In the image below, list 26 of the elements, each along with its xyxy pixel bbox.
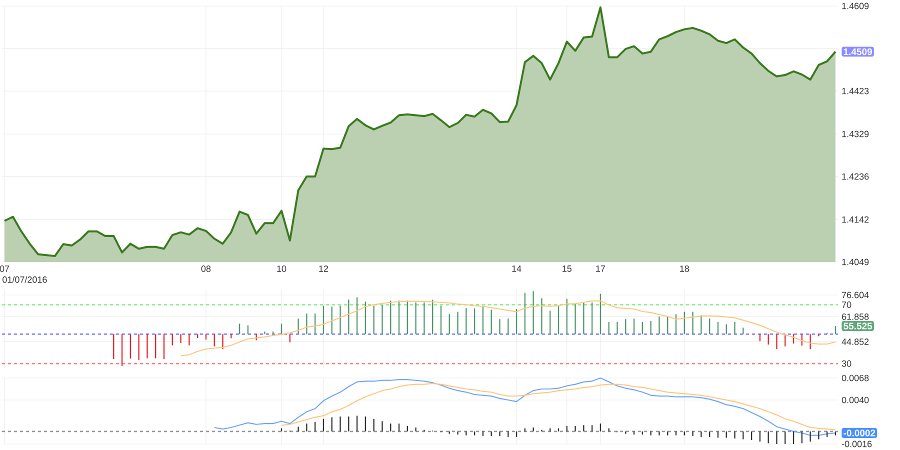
x-tick-label: 08 <box>201 266 211 272</box>
y-tick-label: -0.0016 <box>842 440 872 448</box>
x-tick-label: 07 <box>0 266 10 272</box>
text: 55.525 <box>844 322 872 330</box>
x-tick-label: 18 <box>680 266 690 272</box>
y-tick-label: 1.4423 <box>842 88 869 94</box>
y-tick-label: 76.604 <box>842 292 869 298</box>
y-tick-label: 1.4329 <box>842 130 869 138</box>
y-tick-label: 1.4609 <box>842 2 869 10</box>
x-tick-label: 12 <box>319 266 328 272</box>
y-tick-label: 1.4049 <box>842 258 869 266</box>
y-tick-label: 0.0068 <box>842 374 869 382</box>
text: 1.4509 <box>844 48 872 56</box>
x-tick-label: 10 <box>277 266 286 272</box>
x-tick-label: 14 <box>512 266 522 272</box>
y-tick-label: 1.4142 <box>842 216 869 223</box>
x-axis-title: 01/07/2016 <box>2 276 47 283</box>
y-tick-label: 30 <box>842 360 852 367</box>
y-tick-label: 44.852 <box>842 338 869 345</box>
x-tick-label: 15 <box>562 266 572 272</box>
y-tick-label: 1.4236 <box>842 173 869 180</box>
text: -0.0002 <box>844 430 876 436</box>
y-tick-label: 0.0040 <box>842 396 869 404</box>
y-tick-label: 61.858 <box>842 314 869 320</box>
x-tick-label: 17 <box>596 266 606 272</box>
y-tick-label: 70 <box>842 302 852 308</box>
